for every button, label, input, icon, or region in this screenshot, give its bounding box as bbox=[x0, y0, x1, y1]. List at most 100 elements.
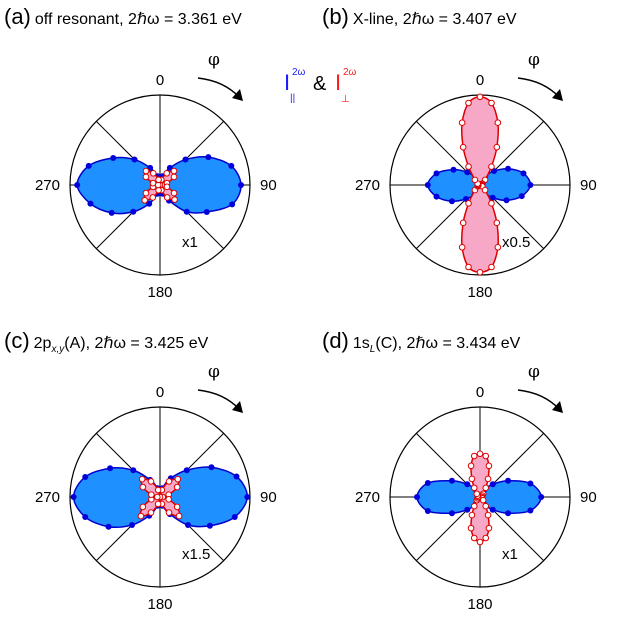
parallel-point bbox=[527, 480, 534, 487]
legend-parallel-subscript: || bbox=[290, 93, 295, 104]
phi-label: φ bbox=[528, 362, 540, 382]
parallel-point bbox=[244, 494, 251, 500]
rotation-arrow-head bbox=[232, 89, 243, 101]
perpendicular-point bbox=[484, 475, 492, 483]
parallel-point bbox=[505, 510, 512, 517]
perpendicular-point bbox=[468, 475, 476, 483]
perpendicular-point bbox=[465, 163, 472, 170]
perpendicular-point bbox=[488, 263, 495, 271]
panel-title-subscript: x,y bbox=[50, 344, 65, 355]
angle-tick-label: 90 bbox=[260, 489, 277, 506]
panel-title: (c) 2px,y(A), 2ℏω = 3.425 eV bbox=[4, 328, 209, 355]
parallel-point bbox=[233, 473, 240, 480]
panel-title: (b) X-line, 2ℏω = 3.407 eV bbox=[322, 4, 517, 29]
parallel-point bbox=[74, 182, 81, 188]
perpendicular-point bbox=[139, 503, 147, 511]
panel-title-main: 2p bbox=[34, 335, 52, 352]
phi-label: φ bbox=[208, 362, 220, 382]
parallel-point bbox=[85, 162, 92, 169]
scale-label: x1 bbox=[182, 234, 198, 251]
parallel-point bbox=[448, 198, 455, 205]
parallel-point bbox=[503, 197, 510, 204]
parallel-point bbox=[518, 193, 525, 200]
parallel-point bbox=[82, 473, 89, 480]
parallel-point bbox=[424, 507, 431, 514]
parallel-point bbox=[231, 514, 238, 521]
perpendicular-point bbox=[488, 163, 495, 170]
perpendicular-point bbox=[482, 502, 490, 510]
perpendicular-point bbox=[465, 99, 472, 107]
parallel-point bbox=[414, 494, 420, 500]
panel-letter: (b) bbox=[322, 4, 349, 29]
phi-label: φ bbox=[528, 50, 540, 70]
rotation-arrow-head bbox=[552, 89, 563, 101]
perpendicular-point bbox=[488, 99, 495, 107]
parallel-point bbox=[183, 467, 190, 474]
perpendicular-point bbox=[147, 509, 155, 516]
angle-tick-label: 180 bbox=[467, 596, 492, 613]
angle-tick-label: 0 bbox=[156, 72, 164, 89]
perpendicular-point bbox=[473, 490, 481, 498]
perpendicular-point bbox=[493, 143, 501, 151]
panel-title-tail: (C), 2ℏω = 3.434 eV bbox=[375, 335, 520, 352]
parallel-point bbox=[505, 477, 512, 484]
rotation-arrow bbox=[517, 389, 560, 410]
parallel-point bbox=[489, 481, 496, 488]
parallel-point bbox=[182, 156, 189, 163]
perpendicular-point bbox=[149, 179, 157, 187]
perpendicular-point bbox=[148, 491, 155, 498]
scale-label: x1.5 bbox=[182, 546, 210, 563]
parallel-point bbox=[70, 494, 77, 500]
parallel-point bbox=[105, 523, 112, 530]
angle-tick-label: 90 bbox=[580, 489, 597, 506]
perpendicular-point bbox=[170, 173, 178, 181]
parallel-point bbox=[464, 506, 471, 513]
perpendicular-point bbox=[470, 534, 478, 542]
perpendicular-point bbox=[139, 483, 147, 491]
perpendicular-point bbox=[458, 243, 466, 251]
perpendicular-point bbox=[173, 503, 181, 511]
angle-tick-label: 180 bbox=[147, 596, 172, 613]
panel-title: (d) 1sL(C), 2ℏω = 3.434 eV bbox=[322, 328, 521, 355]
parallel-point bbox=[205, 154, 212, 161]
perpendicular-point bbox=[147, 478, 155, 485]
perpendicular-point bbox=[165, 509, 173, 516]
perpendicular-point bbox=[149, 194, 157, 201]
legend-perpendicular-superscript: 2ω bbox=[343, 67, 357, 78]
perpendicular-point bbox=[467, 462, 475, 470]
perpendicular-point bbox=[173, 483, 181, 491]
rotation-arrow-head bbox=[232, 401, 243, 413]
scale-label: x0.5 bbox=[502, 234, 530, 251]
perpendicular-point bbox=[459, 219, 467, 227]
scale-label: x1 bbox=[502, 546, 518, 563]
perpendicular-point bbox=[465, 263, 472, 271]
parallel-point bbox=[527, 182, 534, 188]
perpendicular-point bbox=[470, 484, 478, 492]
legend-perpendicular-subscript: ⊥ bbox=[341, 94, 350, 105]
parallel-point bbox=[424, 182, 431, 188]
angle-tick-label: 0 bbox=[156, 384, 164, 401]
perpendicular-point bbox=[476, 269, 484, 276]
legend-parallel-symbol: I bbox=[284, 70, 290, 95]
parallel-point bbox=[238, 182, 244, 188]
parallel-point bbox=[489, 506, 496, 513]
angle-tick-label: 90 bbox=[580, 177, 597, 194]
polar-panel-3: (c) 2px,y(A), 2ℏω = 3.425 eV 0 90 180 270 φ x1.… bbox=[4, 328, 277, 613]
perpendicular-point bbox=[142, 167, 150, 175]
panel-title-main: 1s bbox=[353, 335, 370, 352]
parallel-point bbox=[464, 169, 471, 176]
angle-tick-label: 270 bbox=[35, 177, 60, 194]
perpendicular-point bbox=[165, 478, 173, 485]
perpendicular-point bbox=[163, 194, 171, 201]
polar-panel-4: (d) 1sL(C), 2ℏω = 3.434 eV 0 90 180 270 φ x1 bbox=[322, 328, 597, 613]
perpendicular-point bbox=[174, 475, 182, 483]
perpendicular-point bbox=[154, 500, 162, 508]
perpendicular-point bbox=[467, 524, 475, 532]
perpendicular-point bbox=[465, 200, 472, 207]
perpendicular-point bbox=[476, 450, 484, 458]
perpendicular-point bbox=[459, 143, 467, 151]
perpendicular-point bbox=[470, 502, 478, 510]
perpendicular-point bbox=[494, 243, 502, 251]
perpendicular-point bbox=[471, 176, 479, 184]
